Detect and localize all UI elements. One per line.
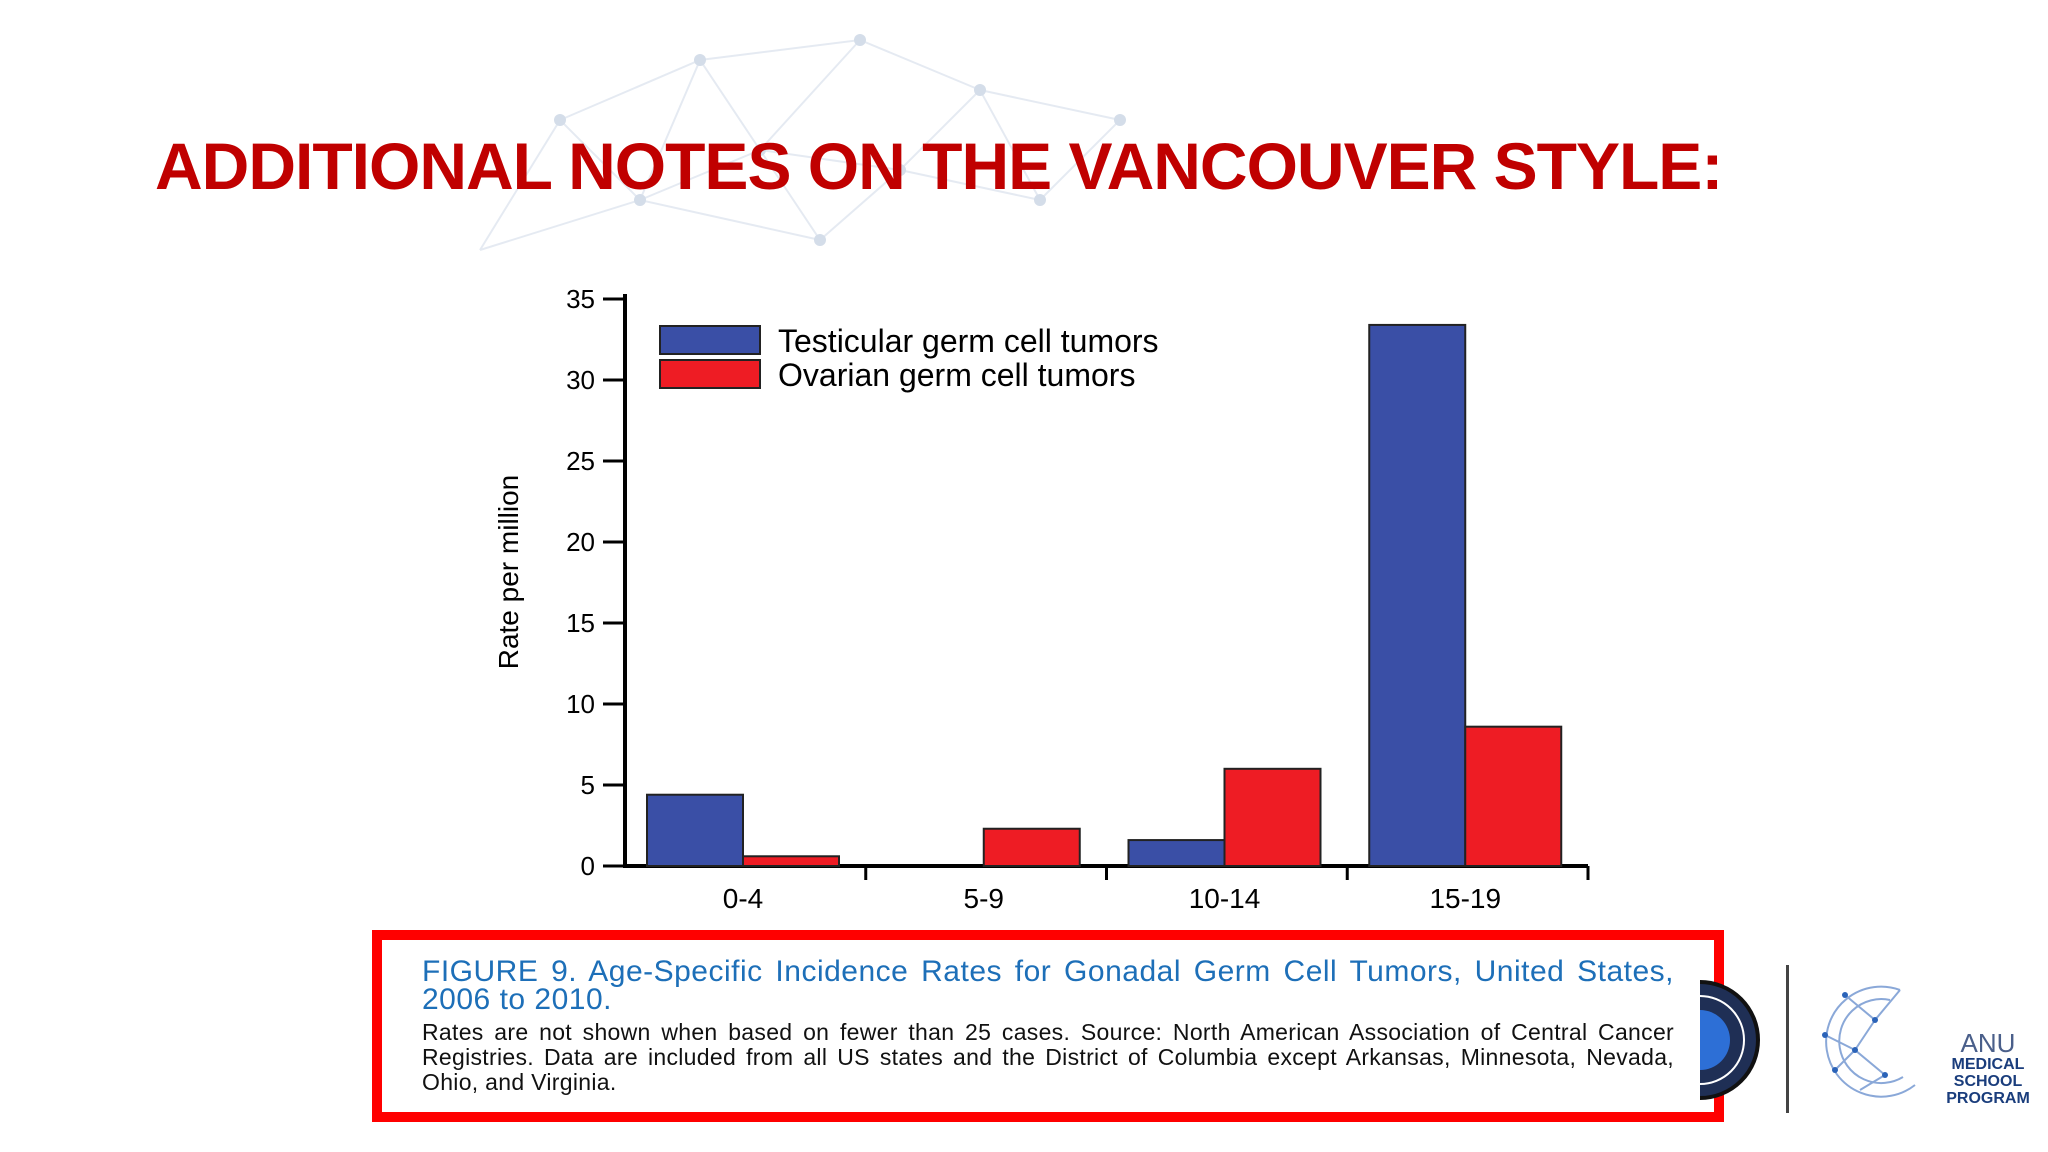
- x-tick-label: 15-19: [1429, 883, 1501, 914]
- anu-program-line-2: SCHOOL: [1953, 1073, 2023, 1090]
- y-tick-label: 5: [581, 770, 595, 800]
- bar-ovarian: [982, 827, 1081, 867]
- legend-label: Testicular germ cell tumors: [778, 323, 1159, 359]
- y-axis-title: Rate per million: [493, 475, 524, 670]
- bar-ovarian: [1464, 725, 1563, 867]
- y-tick-label: 0: [581, 851, 595, 881]
- bar-testicular: [646, 793, 744, 867]
- slide-title: ADDITIONAL NOTES ON THE VANCOUVER STYLE:: [155, 129, 1723, 203]
- y-tick-label: 15: [566, 608, 595, 638]
- logo-divider: [1786, 965, 1789, 1113]
- x-tick-label: 0-4: [723, 883, 763, 914]
- legend-label: Ovarian germ cell tumors: [778, 357, 1135, 393]
- bar-ovarian: [742, 855, 840, 868]
- bar-ovarian: [1223, 767, 1322, 867]
- figure-caption-text: Rates are not shown when based on fewer …: [422, 1019, 1674, 1095]
- anu-program-wordmark: ANU MEDICAL SCHOOL PROGRAM: [1928, 1030, 2048, 1107]
- y-tick-label: 35: [566, 284, 595, 314]
- bar-testicular: [1368, 323, 1467, 868]
- university-seal-logo: [1700, 980, 1760, 1100]
- anu-globe-logo: [1822, 985, 1916, 1098]
- x-tick-label: 10-14: [1189, 883, 1261, 914]
- y-tick-label: 30: [566, 365, 595, 395]
- anu-name: ANU: [1960, 1028, 2016, 1058]
- y-tick-label: 20: [566, 527, 595, 557]
- y-tick-label: 10: [566, 689, 595, 719]
- anu-program-line-3: PROGRAM: [1946, 1090, 2030, 1107]
- chart-panel: 0 5 10 15 20 25 30 35 0-4 5-9 10-14 15-19 Rate per m…: [320, 262, 1610, 942]
- bar-chart: 0 5 10 15 20 25 30 35 0-4 5-9 10-14 15-19 Rate per m…: [493, 284, 1590, 942]
- legend-swatch: [659, 325, 761, 355]
- figure-caption-title: FIGURE 9. Age-Specific Incidence Rates f…: [422, 955, 1674, 1016]
- figure-caption-box: FIGURE 9. Age-Specific Incidence Rates f…: [372, 930, 1724, 1122]
- bar-testicular: [1127, 839, 1226, 868]
- anu-program-line-1: MEDICAL: [1951, 1056, 2025, 1073]
- y-tick-label: 25: [566, 446, 595, 476]
- x-tick-label: 5-9: [964, 883, 1004, 914]
- legend-swatch: [659, 359, 761, 389]
